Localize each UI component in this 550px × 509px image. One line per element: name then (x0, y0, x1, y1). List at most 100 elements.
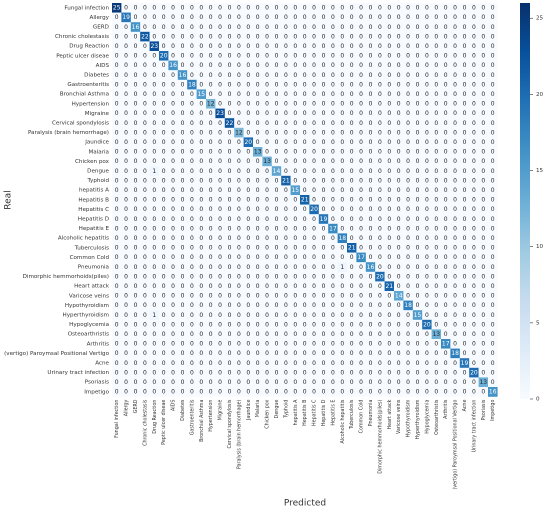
cell-label: 0 (303, 72, 307, 79)
cell (234, 252, 244, 263)
cell-label: 0 (397, 177, 401, 184)
cell-label: 0 (152, 331, 156, 338)
cell-label: 0 (152, 139, 156, 146)
cell-label: 0 (453, 33, 457, 40)
cell-label: 0 (331, 5, 335, 12)
cell-label: 0 (124, 379, 128, 386)
cell-label: 0 (416, 369, 420, 376)
cell (469, 271, 479, 282)
cell-label: 0 (228, 264, 232, 271)
cell (488, 214, 498, 224)
cell (168, 195, 178, 205)
cell (309, 281, 319, 292)
cell-label: 0 (331, 14, 335, 21)
cell (281, 41, 291, 52)
cell (422, 262, 432, 272)
cell-label: 0 (265, 101, 269, 108)
cell-label: 0 (181, 14, 185, 21)
cell (318, 281, 329, 292)
cell (328, 195, 338, 205)
cell-label: 0 (190, 177, 194, 184)
cell-label: 0 (378, 331, 382, 338)
cell-label: 0 (256, 101, 260, 108)
cell (450, 377, 460, 388)
cell-label: 0 (378, 24, 382, 31)
cell-label: 0 (152, 273, 156, 280)
cell-label: 0 (115, 350, 119, 357)
cell (243, 243, 254, 253)
cell (281, 31, 291, 42)
cell (281, 137, 291, 148)
cell-label: 0 (275, 158, 279, 165)
cell (318, 22, 329, 32)
cell-label: 0 (416, 168, 420, 175)
cell (243, 60, 254, 71)
cell (271, 70, 282, 80)
cell (281, 243, 291, 253)
cell (215, 214, 225, 224)
cell (394, 118, 404, 128)
cell (262, 195, 272, 205)
cell (149, 252, 160, 263)
cell-label: 0 (397, 5, 401, 12)
cell-label: 0 (387, 235, 391, 242)
cell-label: 0 (331, 206, 335, 213)
cell (243, 127, 254, 138)
cell (168, 339, 178, 349)
cell-label: 0 (434, 197, 438, 204)
cell (168, 108, 178, 119)
cell (469, 22, 479, 32)
cell-label: 0 (369, 389, 373, 396)
cell-label: 0 (425, 139, 429, 146)
cell-label: 0 (209, 139, 213, 146)
cell (177, 175, 188, 186)
cell-label: 0 (303, 120, 307, 127)
colorbar-tick-label: 20 (536, 92, 544, 98)
cell (130, 329, 141, 340)
cell (234, 319, 244, 330)
cell-label: 0 (444, 302, 448, 309)
cell (403, 262, 413, 272)
cell-label: 0 (190, 72, 194, 79)
cell-label: 0 (134, 302, 138, 309)
cell-label: 0 (124, 225, 128, 232)
cell (159, 329, 169, 340)
cell (459, 166, 470, 176)
cell-label: 0 (369, 149, 373, 156)
cell-label: 0 (425, 225, 429, 232)
cell (356, 262, 366, 272)
cell-label: 0 (463, 33, 467, 40)
cell-label: 0 (425, 120, 429, 127)
cell (365, 147, 376, 157)
cell (300, 127, 310, 138)
cell (168, 271, 178, 282)
cell (318, 243, 329, 253)
cell-label: 0 (397, 53, 401, 60)
cell (469, 156, 479, 167)
cell (262, 262, 272, 272)
cell-label: 0 (472, 264, 476, 271)
cell-label: 0 (340, 91, 344, 98)
cell-label: 0 (472, 245, 476, 252)
cell (215, 252, 225, 263)
cell-label: 0 (322, 350, 326, 357)
cell (375, 185, 385, 196)
colorbar-tick-label: 15 (536, 168, 544, 174)
cell (234, 137, 244, 148)
cell (375, 147, 385, 157)
cell-label: 0 (218, 177, 222, 184)
cell-label: 0 (312, 312, 316, 319)
cell-label: 0 (152, 129, 156, 136)
cell-label: 0 (453, 225, 457, 232)
cell-label: 0 (209, 24, 213, 31)
cell-label: 0 (162, 5, 166, 12)
cell-label: 0 (284, 149, 288, 156)
cell-label: 0 (312, 341, 316, 348)
cell (384, 166, 395, 176)
cell-label: 0 (331, 283, 335, 290)
cell (478, 31, 489, 42)
cell-label: 0 (218, 24, 222, 31)
cell (347, 377, 357, 388)
cell (309, 348, 319, 359)
cell (403, 175, 413, 186)
